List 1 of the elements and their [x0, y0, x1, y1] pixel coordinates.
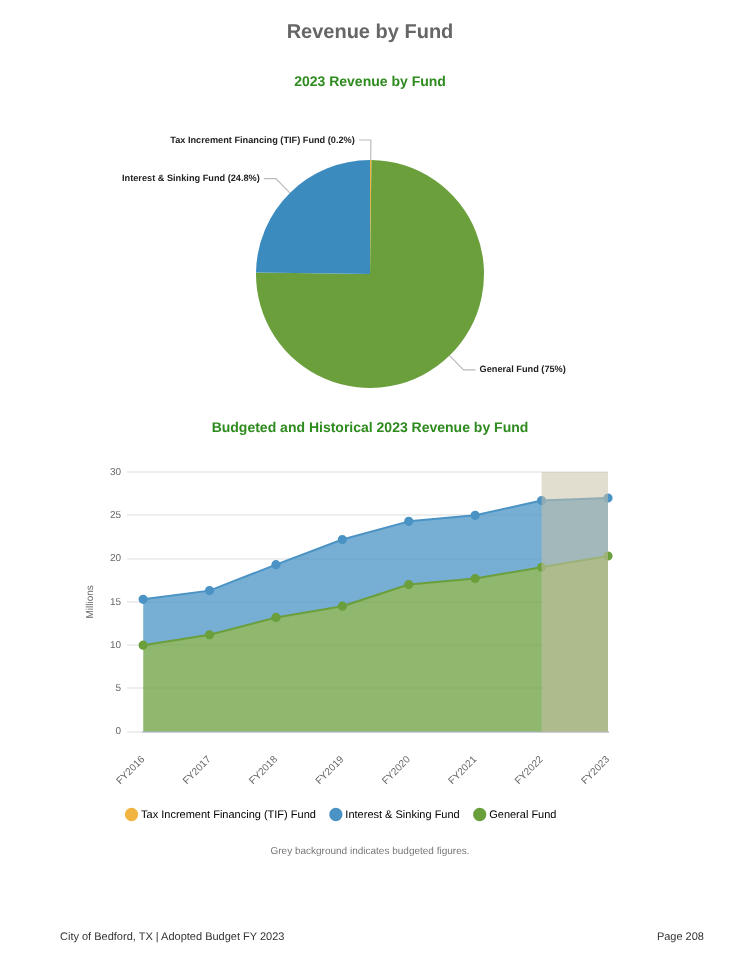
chart-title: Revenue by Fund	[284, 22, 456, 44]
